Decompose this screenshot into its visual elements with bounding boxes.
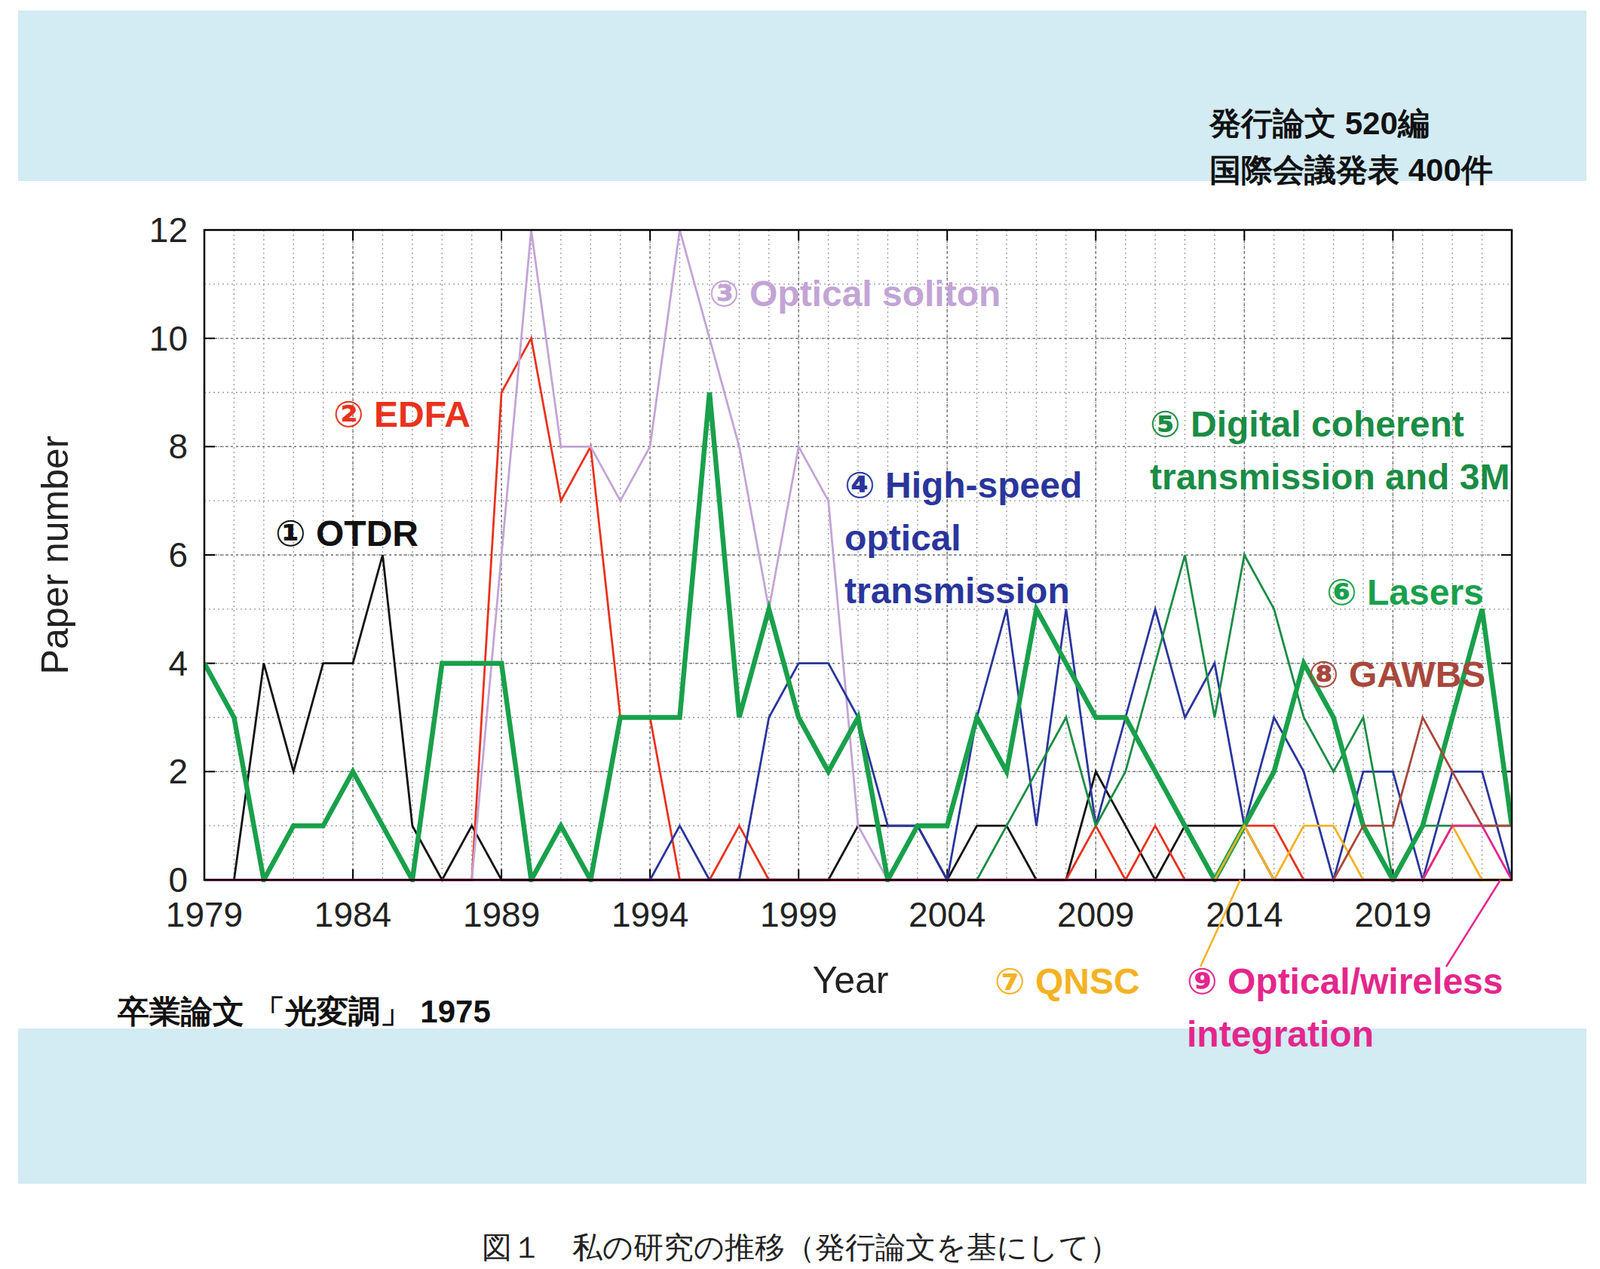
series-label: ③ Optical soliton xyxy=(708,273,1001,314)
minor-grid-x xyxy=(1273,229,1275,880)
tick-label-x: 2019 xyxy=(1354,895,1432,935)
minor-grid-y xyxy=(204,771,1512,773)
minor-grid-x xyxy=(560,229,561,880)
grid-x xyxy=(1095,229,1098,880)
series-labels: ① OTDR ② EDFA ③ Optical soliton ④ High-spee… xyxy=(275,273,1510,1055)
tick-x xyxy=(1243,869,1245,880)
tick-label-y: 2 xyxy=(168,751,188,791)
annotation: 卒業論文 「光変調」 1975 xyxy=(116,993,491,1030)
series-line xyxy=(204,392,1512,881)
tick-label-x: 2009 xyxy=(1057,895,1135,935)
grid-x xyxy=(797,229,800,880)
tick-label-y: 10 xyxy=(149,318,188,359)
minor-grid-x xyxy=(1124,229,1126,880)
minor-grid-y xyxy=(204,446,1512,448)
y-axis-label: Paper number xyxy=(33,435,77,675)
tick-x xyxy=(649,229,651,241)
ticks: 1979198419891994199920042009201420190246… xyxy=(149,210,1512,935)
tick-x xyxy=(352,229,354,241)
tick-label-y: 6 xyxy=(168,535,188,575)
chart: 1979198419891994199920042009201420190246… xyxy=(0,0,1600,1269)
tick-y xyxy=(1501,337,1512,340)
tick-x xyxy=(500,229,503,241)
tick-x xyxy=(1094,229,1097,241)
series-lines xyxy=(204,229,1512,880)
tick-label-y: 0 xyxy=(168,860,188,900)
tick-label-x: 1984 xyxy=(314,895,392,935)
tick-x xyxy=(946,229,948,241)
minor-grid-x xyxy=(293,229,295,880)
series-label: ① OTDR xyxy=(275,513,419,554)
tick-x xyxy=(797,229,800,241)
series-line xyxy=(233,554,1512,880)
series-label: ⑤ Digital coherenttransmission and 3M xyxy=(1149,404,1510,497)
grid-y xyxy=(204,771,1512,773)
annotation: 発行論文 520編 xyxy=(1208,105,1430,141)
plot-frame xyxy=(204,229,1512,880)
tick-label-x: 1989 xyxy=(462,895,540,935)
series-label: ⑨ Optical/wirelessintegration xyxy=(1186,961,1503,1055)
minor-grid-x xyxy=(708,229,710,880)
series-label: ④ High-speedopticaltransmission xyxy=(844,465,1082,611)
tick-label-x: 2004 xyxy=(908,895,986,935)
leader-line xyxy=(1200,879,1241,967)
tick-x xyxy=(1094,869,1097,880)
series-line xyxy=(204,825,1512,880)
leader-line xyxy=(1446,879,1501,967)
series-line xyxy=(441,338,1512,880)
series-line xyxy=(1214,825,1512,880)
series-line xyxy=(1333,717,1513,881)
series-line xyxy=(620,609,1512,880)
series-label: ⑦ QNSC xyxy=(994,961,1141,1002)
grid-y xyxy=(204,337,1512,340)
tick-label-x: 1999 xyxy=(760,895,837,935)
series-label: ⑧ GAWBS xyxy=(1308,654,1486,695)
tick-x xyxy=(1391,229,1394,241)
series-label: ② EDFA xyxy=(333,394,471,435)
tick-label-x: 1979 xyxy=(165,895,243,935)
minor-grid-y xyxy=(204,337,1512,339)
tick-y xyxy=(204,337,215,340)
tick-label-y: 4 xyxy=(168,643,188,684)
tick-x xyxy=(352,869,354,880)
tick-label-x: 1994 xyxy=(611,895,689,935)
annotation: 国際会議発表 400件 xyxy=(1209,152,1493,188)
tick-y xyxy=(1501,554,1512,556)
series-label: ⑥ Lasers xyxy=(1326,572,1484,613)
x-axis-label: Year xyxy=(812,959,889,1002)
minor-grid-y xyxy=(204,392,1512,393)
tick-x xyxy=(797,869,800,880)
plot-area xyxy=(204,229,1512,880)
tick-y xyxy=(1501,445,1512,448)
tick-y xyxy=(204,770,215,773)
tick-label-y: 12 xyxy=(149,210,188,250)
tick-y xyxy=(204,445,215,448)
minor-grid-x xyxy=(1036,229,1037,880)
tick-x xyxy=(1243,229,1245,241)
minor-grid-x xyxy=(233,229,235,880)
grid-y xyxy=(204,446,1512,448)
tick-y xyxy=(204,554,215,556)
tick-y xyxy=(1501,662,1512,665)
tick-label-y: 8 xyxy=(168,426,188,466)
grid xyxy=(204,229,1512,880)
caption: 図１ 私の研究の推移（発行論文を基にして） xyxy=(481,1230,1120,1265)
